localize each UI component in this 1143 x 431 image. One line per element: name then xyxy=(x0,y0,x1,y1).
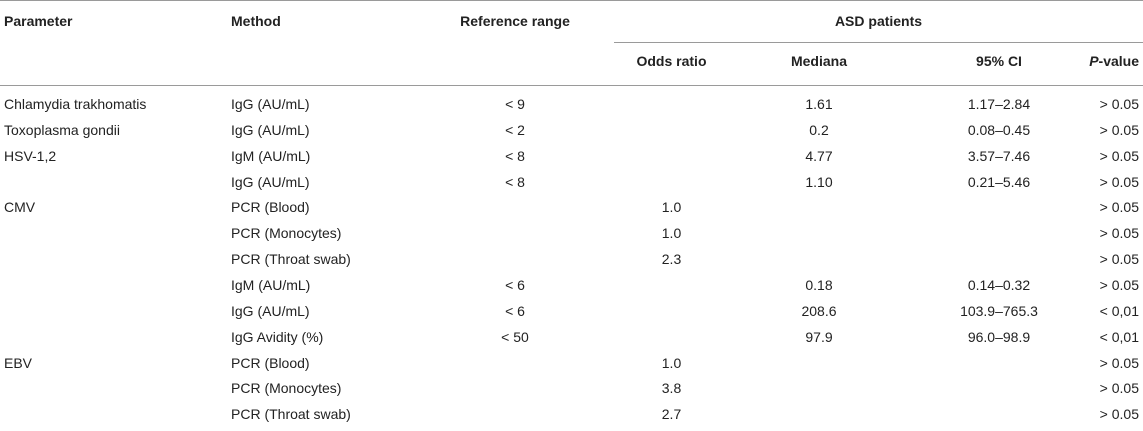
cell-mediana: 0.18 xyxy=(805,277,833,293)
cell-p-value: > 0.05 xyxy=(1099,251,1139,267)
cell-method: PCR (Blood) xyxy=(231,355,310,371)
cell-ci: 103.9–765.3 xyxy=(960,303,1038,319)
cell-parameter: Toxoplasma gondii xyxy=(4,122,120,138)
cell-odds-ratio: 2.7 xyxy=(661,406,682,422)
cell-mediana: 97.9 xyxy=(805,329,833,345)
cell-method: IgG Avidity (%) xyxy=(231,329,324,345)
cell-mediana: 4.77 xyxy=(805,148,833,164)
header-reference-range: Reference range xyxy=(460,13,570,29)
cell-method: IgM (AU/mL) xyxy=(231,277,311,293)
cell-method: PCR (Throat swab) xyxy=(231,251,351,267)
cell-reference-range: < 50 xyxy=(501,329,529,345)
cell-ci: 96.0–98.9 xyxy=(967,329,1031,345)
header-ci: 95% CI xyxy=(976,53,1022,69)
header-p-value: P-value xyxy=(1040,52,1139,70)
cell-reference-range: < 6 xyxy=(505,277,525,293)
header-asd-patients: ASD patients xyxy=(834,13,923,29)
cell-mediana: 208.6 xyxy=(801,303,837,319)
header-p-rest: -value xyxy=(1098,53,1139,69)
cell-reference-range: < 6 xyxy=(505,303,525,319)
cell-odds-ratio: 1.0 xyxy=(661,355,682,371)
cell-p-value: > 0.05 xyxy=(1099,380,1139,396)
cell-odds-ratio: 3.8 xyxy=(661,380,682,396)
cell-parameter: Chlamydia trakhomatis xyxy=(4,96,147,112)
cell-odds-ratio: 1.0 xyxy=(661,199,682,215)
header-odds-ratio: Odds ratio xyxy=(636,53,707,69)
group-rule xyxy=(614,42,1143,43)
cell-method: IgG (AU/mL) xyxy=(231,174,310,190)
cell-ci: 0.14–0.32 xyxy=(967,277,1031,293)
cell-p-value: > 0.05 xyxy=(1099,225,1139,241)
cell-p-value: > 0.05 xyxy=(1099,96,1139,112)
cell-p-value: > 0.05 xyxy=(1099,406,1139,422)
cell-parameter: HSV-1,2 xyxy=(4,148,57,164)
cell-ci: 1.17–2.84 xyxy=(967,96,1031,112)
cell-p-value: < 0,01 xyxy=(1099,303,1139,319)
header-parameter: Parameter xyxy=(4,13,73,29)
cell-p-value: < 0,01 xyxy=(1099,329,1139,345)
cell-reference-range: < 2 xyxy=(505,122,525,138)
header-method: Method xyxy=(231,13,281,29)
cell-mediana: 1.61 xyxy=(805,96,833,112)
cell-p-value: > 0.05 xyxy=(1099,355,1139,371)
cell-method: PCR (Monocytes) xyxy=(231,380,342,396)
cell-p-value: > 0.05 xyxy=(1099,122,1139,138)
top-rule xyxy=(0,0,1143,1)
cell-parameter: EBV xyxy=(4,355,33,371)
cell-p-value: > 0.05 xyxy=(1099,277,1139,293)
cell-reference-range: < 9 xyxy=(505,96,525,112)
cell-method: PCR (Monocytes) xyxy=(231,225,342,241)
cell-method: IgM (AU/mL) xyxy=(231,148,311,164)
header-p-italic: P xyxy=(1089,53,1099,69)
cell-ci: 0.21–5.46 xyxy=(967,174,1031,190)
cell-p-value: > 0.05 xyxy=(1099,199,1139,215)
cell-method: PCR (Throat swab) xyxy=(231,406,351,422)
header-mediana: Mediana xyxy=(790,53,847,69)
cell-method: PCR (Blood) xyxy=(231,199,310,215)
cell-reference-range: < 8 xyxy=(505,174,525,190)
cell-mediana: 0.2 xyxy=(809,122,829,138)
cell-p-value: > 0.05 xyxy=(1099,174,1139,190)
cell-method: IgG (AU/mL) xyxy=(231,303,310,319)
cell-odds-ratio: 2.3 xyxy=(661,251,682,267)
cell-method: IgG (AU/mL) xyxy=(231,96,310,112)
cell-odds-ratio: 1.0 xyxy=(661,225,682,241)
cell-p-value: > 0.05 xyxy=(1099,148,1139,164)
cell-parameter: CMV xyxy=(4,199,36,215)
cell-ci: 0.08–0.45 xyxy=(967,122,1031,138)
cell-ci: 3.57–7.46 xyxy=(967,148,1031,164)
cell-method: IgG (AU/mL) xyxy=(231,122,310,138)
cell-reference-range: < 8 xyxy=(505,148,525,164)
header-bottom-rule xyxy=(0,85,1143,86)
cell-mediana: 1.10 xyxy=(805,174,833,190)
